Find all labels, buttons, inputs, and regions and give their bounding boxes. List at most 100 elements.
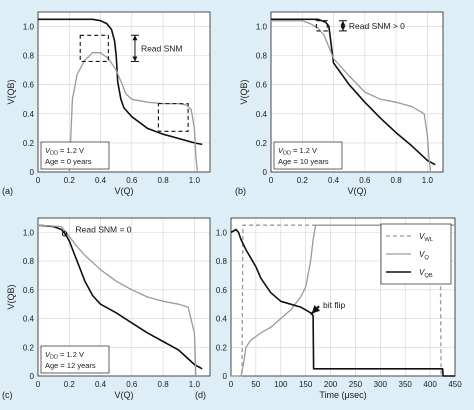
y-tick-label: 0.6 [23,81,35,90]
x-tick-label: 0 [36,176,41,185]
x-tick-label: 0.2 [64,380,76,389]
panel-a: 0 0.2 0.4 0.6 0.8 1.0 0 0.2 0.4 0.6 0.8 1.0 V(Q) V(QB… [2,11,211,196]
snm-box [315,20,328,32]
legend-line: Age = 12 years [45,361,96,370]
y-tick-label: 1.0 [216,228,228,237]
legend-label: VQB [419,268,433,279]
annotation-text: bit flip [323,300,345,310]
y-tick-label: 0.8 [256,52,268,61]
x-axis-label: V(Q) [115,186,134,196]
x-tick-label: 0.6 [359,176,371,185]
series-line-1 [68,52,199,173]
legend-box [40,345,110,374]
legend-line: VDD = 1.2 V [45,350,84,361]
bit-flip-arrow-head [311,305,321,314]
panel-label: (d) [195,390,206,400]
x-tick-label: 50 [251,380,260,389]
x-tick-label: 0.8 [158,380,170,389]
y-tick-label: 0 [30,168,35,177]
series-line-0 [271,18,436,166]
series-line-v-q [231,224,455,377]
legend-box [273,141,343,170]
y-tick-label: 0.6 [216,286,228,295]
x-tick-label: 1.0 [189,380,201,389]
y-tick-label: 0.4 [23,315,35,324]
x-tick-label: 0.8 [391,176,403,185]
legend-line: Age = 10 years [278,157,329,166]
y-tick-label: 0 [30,372,35,381]
x-tick-label: 0.4 [95,380,107,389]
x-tick-label: 100 [274,380,288,389]
x-axis-label: V(Q) [115,390,134,400]
y-tick-label: 1.0 [23,23,35,32]
legend-label: VWL [419,232,433,243]
snm-arrow-head [340,25,346,31]
y-tick-label: 0.2 [23,343,35,352]
series-line-0 [38,18,203,146]
y-tick-label: 0.8 [23,52,35,61]
series-line-0 [37,224,203,370]
snm-box [79,34,109,63]
snm-arrow-head [132,35,138,41]
x-tick-label: 0 [269,176,274,185]
annotation-text: Read SNM [141,43,183,53]
y-tick-label: 0 [263,168,268,177]
y-axis-label: V(QB) [239,79,249,104]
x-axis-label: Time (μsec) [319,390,366,400]
panel-label: (a) [2,186,13,196]
snm-point-marker [61,231,68,237]
legend-line: VDD = 1.2 V [45,146,84,157]
x-tick-label: 450 [448,380,462,389]
x-tick-label: 0.2 [297,176,309,185]
x-tick-label: 300 [374,380,388,389]
panel-label: (c) [2,390,13,400]
snm-box [157,103,189,132]
annotation-text: Read SNM = 0 [76,224,132,234]
panel-b: 0 0.2 0.4 0.6 0.8 1.0 0 0.2 0.4 0.6 0.8 1.0 V(Q) V(QB… [235,11,444,196]
y-tick-label: 0.4 [216,315,228,324]
legend-box [40,141,110,170]
y-axis-label: V(QB) [6,284,16,309]
legend-line: VDD = 1.2 V [278,146,317,157]
y-axis-label: V(QB) [6,79,16,104]
y-tick-label: 1.0 [23,228,35,237]
x-tick-label: 0.6 [126,176,138,185]
y-tick-label: 0.2 [23,139,35,148]
plot-frame [37,11,211,173]
snm-arrow-head [132,56,138,62]
x-axis-label: V(Q) [348,186,367,196]
x-tick-label: 0.4 [95,176,107,185]
x-tick-label: 1.0 [189,176,201,185]
x-tick-label: 0 [229,380,234,389]
y-tick-label: 0.8 [216,257,228,266]
x-tick-label: 0.2 [64,176,76,185]
x-tick-label: 250 [349,380,363,389]
x-tick-label: 350 [399,380,413,389]
plot-frame [37,217,211,377]
panel-c: 0 0.2 0.4 0.6 0.8 1.0 0 0.2 0.4 0.6 0.8 1.0 V(Q) V(QB… [2,217,211,400]
x-tick-label: 0.6 [126,380,138,389]
y-tick-label: 0.2 [256,139,268,148]
x-tick-label: 1.0 [422,176,434,185]
plot-frame [270,11,444,173]
legend-line: Age = 0 years [45,157,92,166]
y-tick-label: 0.6 [256,81,268,90]
series-line-1 [271,20,432,173]
y-tick-label: 0.2 [216,343,228,352]
panel-d: 0 50 100 150 200 250 300 350 400 450 0 0.2 0.4 0.6 0.8… [195,217,462,400]
x-tick-label: 0.8 [158,176,170,185]
y-tick-label: 0.4 [23,110,35,119]
x-tick-label: 400 [423,380,437,389]
snm-arrow-head [340,20,346,26]
x-tick-label: 0 [36,380,41,389]
series-line-1 [37,224,197,377]
y-tick-label: 0 [223,372,228,381]
annotation-text: Read SNM > 0 [349,21,405,31]
series-line-v-qb [230,228,455,377]
plot-frame [230,217,456,377]
legend-label: VQ [419,250,429,261]
y-tick-label: 0.6 [23,286,35,295]
x-tick-label: 0.4 [328,176,340,185]
y-tick-label: 0.4 [256,110,268,119]
